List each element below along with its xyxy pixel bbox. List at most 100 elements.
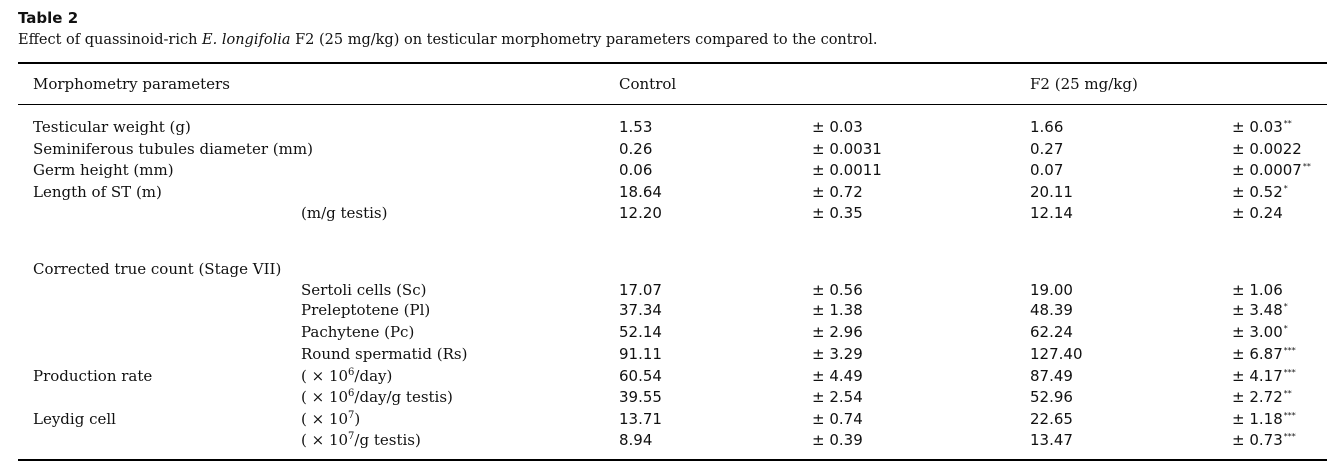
significance-marker: **: [1283, 389, 1292, 398]
control-sd: ± 0.74: [812, 410, 863, 428]
f2-mean: 1.66: [1030, 118, 1064, 136]
f2-mean: 13.47: [1030, 431, 1073, 449]
sublabel-exponent: 7: [348, 431, 355, 442]
f2-sd-value: ± 0.0022: [1232, 140, 1302, 158]
control-mean: 91.11: [619, 345, 662, 363]
f2-mean: 22.65: [1030, 410, 1073, 428]
control-mean: 13.71: [619, 410, 662, 428]
control-mean: 0.26: [619, 140, 653, 158]
f2-mean: 12.14: [1030, 204, 1073, 222]
control-sd: ± 2.96: [812, 323, 863, 341]
f2-mean: 52.96: [1030, 388, 1073, 406]
f2-sd-value: ± 1.06: [1232, 281, 1283, 299]
f2-mean: 19.00: [1030, 281, 1073, 299]
sublabel-suffix: /g testis): [354, 431, 421, 449]
f2-sd: ± 2.72**: [1232, 388, 1292, 406]
significance-marker: ***: [1283, 346, 1296, 355]
row-sublabel: ( × 107/g testis): [301, 431, 421, 449]
control-mean: 37.34: [619, 301, 662, 319]
f2-mean: 87.49: [1030, 367, 1073, 385]
significance-marker: ***: [1283, 411, 1296, 420]
f2-sd-value: ± 0.73: [1232, 431, 1283, 449]
sublabel-exponent: 6: [348, 388, 355, 399]
control-sd: ± 0.0031: [812, 140, 882, 158]
control-sd: ± 4.49: [812, 367, 863, 385]
column-header-param: Morphometry parameters: [33, 75, 230, 93]
sublabel-prefix: ( × 10: [301, 410, 349, 428]
row-label: Testicular weight (g): [33, 118, 191, 136]
f2-mean: 0.27: [1030, 140, 1064, 158]
row-label: Germ height (mm): [33, 161, 174, 179]
bottom-rule: [18, 459, 1327, 461]
control-sd: ± 0.03: [812, 118, 863, 136]
row-sublabel: Sertoli cells (Sc): [301, 281, 427, 299]
sublabel-suffix: /day/g testis): [354, 388, 453, 406]
control-mean: 39.55: [619, 388, 662, 406]
control-mean: 52.14: [619, 323, 662, 341]
f2-sd: ± 0.03**: [1232, 118, 1292, 136]
row-label: Leydig cell: [33, 410, 116, 428]
row-label: Length of ST (m): [33, 183, 162, 201]
f2-sd: ± 3.48*: [1232, 301, 1288, 319]
control-sd: ± 0.35: [812, 204, 863, 222]
f2-mean: 127.40: [1030, 345, 1083, 363]
significance-marker: **: [1283, 119, 1292, 128]
significance-marker: ***: [1283, 432, 1296, 441]
table-caption: Effect of quassinoid-rich E. longifolia …: [18, 32, 878, 48]
control-sd: ± 0.72: [812, 183, 863, 201]
control-sd: ± 2.54: [812, 388, 863, 406]
significance-marker: ***: [1283, 368, 1296, 377]
column-header-f2: F2 (25 mg/kg): [1030, 75, 1138, 93]
column-header-control: Control: [619, 75, 677, 93]
f2-sd-value: ± 0.0007: [1232, 161, 1302, 179]
row-sublabel: Round spermatid (Rs): [301, 345, 468, 363]
control-sd: ± 3.29: [812, 345, 863, 363]
significance-marker: *: [1283, 184, 1288, 193]
sublabel-prefix: ( × 10: [301, 431, 349, 449]
control-mean: 1.53: [619, 118, 653, 136]
sublabel-prefix: ( × 10: [301, 367, 349, 385]
f2-mean: 48.39: [1030, 301, 1073, 319]
row-sublabel: Preleptotene (Pl): [301, 301, 431, 319]
top-rule: [18, 62, 1327, 64]
f2-sd: ± 1.06: [1232, 281, 1283, 299]
f2-sd: ± 0.73***: [1232, 431, 1296, 449]
f2-sd-value: ± 4.17: [1232, 367, 1283, 385]
caption-post: F2 (25 mg/kg) on testicular morphometry …: [290, 32, 878, 48]
f2-sd: ± 4.17***: [1232, 367, 1296, 385]
sublabel-prefix: ( × 10: [301, 388, 349, 406]
control-sd: ± 1.38: [812, 301, 863, 319]
row-label: Corrected true count (Stage VII): [33, 260, 282, 278]
f2-sd-value: ± 0.52: [1232, 183, 1283, 201]
control-mean: 12.20: [619, 204, 662, 222]
f2-sd: ± 0.0007**: [1232, 161, 1311, 179]
f2-sd-value: ± 6.87: [1232, 345, 1283, 363]
row-sublabel: ( × 106/day): [301, 367, 392, 385]
f2-sd-value: ± 2.72: [1232, 388, 1283, 406]
control-mean: 8.94: [619, 431, 653, 449]
sublabel-exponent: 6: [348, 367, 355, 378]
f2-mean: 0.07: [1030, 161, 1064, 179]
caption-species: E. longifolia: [202, 32, 291, 48]
f2-sd-value: ± 0.03: [1232, 118, 1283, 136]
control-mean: 0.06: [619, 161, 653, 179]
f2-sd: ± 6.87***: [1232, 345, 1296, 363]
caption-pre: Effect of quassinoid-rich: [18, 32, 203, 48]
sublabel-exponent: 7: [348, 410, 355, 421]
row-sublabel: Pachytene (Pc): [301, 323, 415, 341]
row-sublabel: ( × 107): [301, 410, 360, 428]
f2-sd: ± 0.0022: [1232, 140, 1302, 158]
f2-sd-value: ± 0.24: [1232, 204, 1283, 222]
control-sd: ± 0.39: [812, 431, 863, 449]
f2-sd: ± 1.18***: [1232, 410, 1296, 428]
row-label: Seminiferous tubules diameter (mm): [33, 140, 313, 158]
control-mean: 17.07: [619, 281, 662, 299]
table-label: Table 2: [18, 9, 79, 27]
significance-marker: **: [1302, 162, 1311, 171]
control-sd: ± 0.56: [812, 281, 863, 299]
sublabel-suffix: /day): [354, 367, 393, 385]
f2-mean: 20.11: [1030, 183, 1073, 201]
sublabel-suffix: ): [354, 410, 361, 428]
row-label: Production rate: [33, 367, 153, 385]
f2-sd: ± 0.52*: [1232, 183, 1288, 201]
